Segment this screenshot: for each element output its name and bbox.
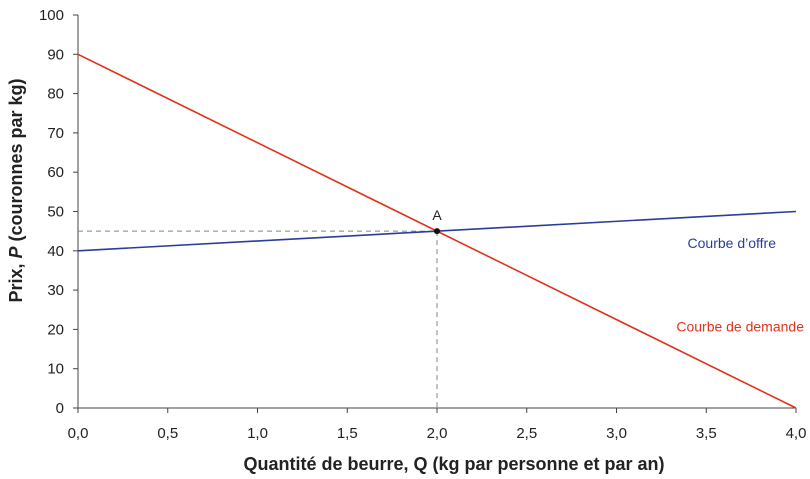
x-tick-label: 2,5 (516, 425, 537, 442)
y-tick-label: 50 (47, 204, 64, 221)
y-axis-title-prefix: Prix, (6, 259, 26, 303)
y-axis-title-variable: P (6, 246, 26, 259)
x-tick-label: 3,0 (606, 425, 627, 442)
x-tick-label: 2,0 (427, 425, 448, 442)
y-tick-label: 60 (47, 164, 64, 181)
y-tick-label: 90 (47, 46, 64, 63)
equilibrium-point (434, 228, 440, 235)
y-tick-label: 80 (47, 86, 64, 103)
y-tick-label: 30 (47, 282, 64, 299)
x-axis-title: Quantité de beurre, Q (kg par personne e… (243, 454, 664, 474)
labels: Courbe d’offre Courbe de demande A (432, 207, 804, 334)
equilibrium-point-label: A (432, 207, 442, 223)
x-tick-label: 4,0 (786, 425, 807, 442)
y-tick-label: 100 (39, 7, 64, 24)
y-axis-title-suffix: (couronnes par kg) (6, 78, 26, 246)
equilibrium-guides (78, 230, 438, 408)
axes: 0,0 0,5 1,0 1,5 2,0 2,5 3,0 3,5 4,0 0 10 20 30 40 50 60… (39, 7, 806, 442)
x-tick-label: 3,5 (696, 425, 717, 442)
x-tick-label: 0,5 (157, 425, 178, 442)
y-tick-label: 70 (47, 125, 64, 142)
y-tick-label: 0 (56, 400, 64, 417)
y-tick-label: 40 (47, 243, 64, 260)
supply-curve-label: Courbe d’offre (688, 235, 777, 251)
y-tick-label: 20 (47, 321, 64, 338)
x-tick-label: 1,0 (247, 425, 268, 442)
x-tick-label: 0,0 (68, 425, 89, 442)
demand-curve-label: Courbe de demande (676, 318, 804, 334)
y-axis-title: Prix, P (couronnes par kg) (6, 78, 26, 302)
x-tick-label: 1,5 (337, 425, 358, 442)
y-tick-label: 10 (47, 361, 64, 378)
